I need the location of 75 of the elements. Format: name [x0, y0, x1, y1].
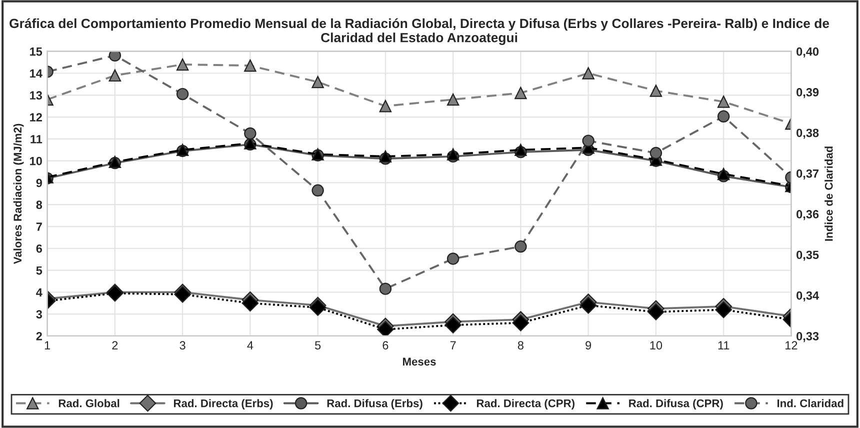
- point: [446, 252, 460, 265]
- x-tick-label: 11: [718, 341, 730, 350]
- y-tick-label: 11: [30, 135, 42, 144]
- point: [514, 86, 527, 100]
- y-tick-label: 14: [30, 69, 42, 78]
- point: [377, 321, 394, 336]
- y2-tick-label: 0,40: [796, 47, 819, 58]
- y-tick-label: 8: [36, 200, 42, 210]
- point: [582, 134, 594, 147]
- x-tick-label: 8: [518, 341, 524, 350]
- y-tick-label: 4: [36, 288, 42, 296]
- x-axis-title: Meses: [403, 358, 436, 366]
- chart-title: Gráfica del Comportamiento Promedio Mensual de la Radiación Global, Directa y Difusa (Erbs y Collares -Pereira- Ralb) e Indice de Claridad del Estado Anzoategui: [10, 18, 830, 45]
- y2-tick-label: 0,33: [796, 332, 819, 342]
- point: [242, 294, 259, 312]
- point: [715, 301, 732, 318]
- x-tick-label: 3: [180, 341, 186, 350]
- point: [176, 88, 189, 100]
- point: [444, 316, 462, 334]
- y2-tick-label: 0,37: [796, 169, 819, 180]
- y-tick-label: 9: [36, 178, 42, 188]
- point: [580, 296, 597, 314]
- x-tick-label: 7: [450, 341, 456, 350]
- point: [379, 150, 392, 163]
- point: [514, 240, 527, 253]
- y-axis-title: Valores Radiacion (MJ/m2): [13, 124, 24, 264]
- y-tick-label: 7: [36, 222, 42, 231]
- legend-label: Rad. Difusa (Erbs): [327, 399, 422, 410]
- legend-label: Rad. Directa (CPR): [476, 399, 574, 410]
- point: [312, 184, 324, 197]
- x-tick-label: 9: [586, 341, 592, 350]
- x-tick-label: 6: [382, 341, 388, 350]
- point: [582, 67, 594, 80]
- y2-tick-label: 0,36: [796, 210, 819, 220]
- x-tick-label: 5: [315, 341, 321, 350]
- point: [650, 146, 662, 160]
- y-tick-label: 12: [30, 113, 42, 122]
- point: [244, 127, 256, 140]
- point: [717, 96, 730, 108]
- x-tick-label: 12: [786, 341, 798, 350]
- y2-tick-label: 0,39: [796, 88, 819, 98]
- legend-label: Rad. Directa (Erbs): [174, 399, 273, 410]
- point: [446, 148, 460, 160]
- point: [648, 303, 664, 320]
- point: [108, 69, 122, 82]
- y-tick-label: 13: [30, 91, 42, 100]
- x-tick-label: 2: [112, 341, 118, 350]
- point: [514, 144, 527, 156]
- point: [312, 76, 324, 88]
- point: [244, 59, 256, 72]
- y2-tick-label: 0,35: [796, 250, 819, 261]
- point: [717, 168, 730, 180]
- y-tick-label: 10: [30, 156, 42, 166]
- legend-label: Rad. Global: [58, 399, 120, 408]
- x-tick-label: 10: [650, 341, 662, 350]
- y-tick-label: 2: [36, 332, 42, 340]
- point: [446, 93, 460, 106]
- legend-label: Ind. Claridad: [777, 399, 844, 408]
- y-tick-label: 6: [36, 244, 42, 253]
- point: [108, 51, 122, 62]
- point: [379, 282, 392, 295]
- point: [176, 58, 189, 71]
- x-tick-label: 1: [44, 341, 50, 350]
- y2-tick-label: 0,38: [796, 128, 819, 139]
- y-tick-label: 15: [30, 48, 42, 56]
- y-tick-label: 3: [36, 310, 42, 318]
- point: [379, 100, 392, 112]
- x-tick-label: 4: [247, 341, 254, 350]
- y2-axis-title: Indice de Claridad: [824, 146, 833, 241]
- point: [717, 110, 730, 123]
- legend-label: Rad. Difusa (CPR): [629, 399, 723, 410]
- y2-tick-label: 0,34: [796, 291, 819, 302]
- y-tick-label: 5: [36, 266, 42, 275]
- point: [650, 84, 662, 97]
- point: [512, 314, 530, 332]
